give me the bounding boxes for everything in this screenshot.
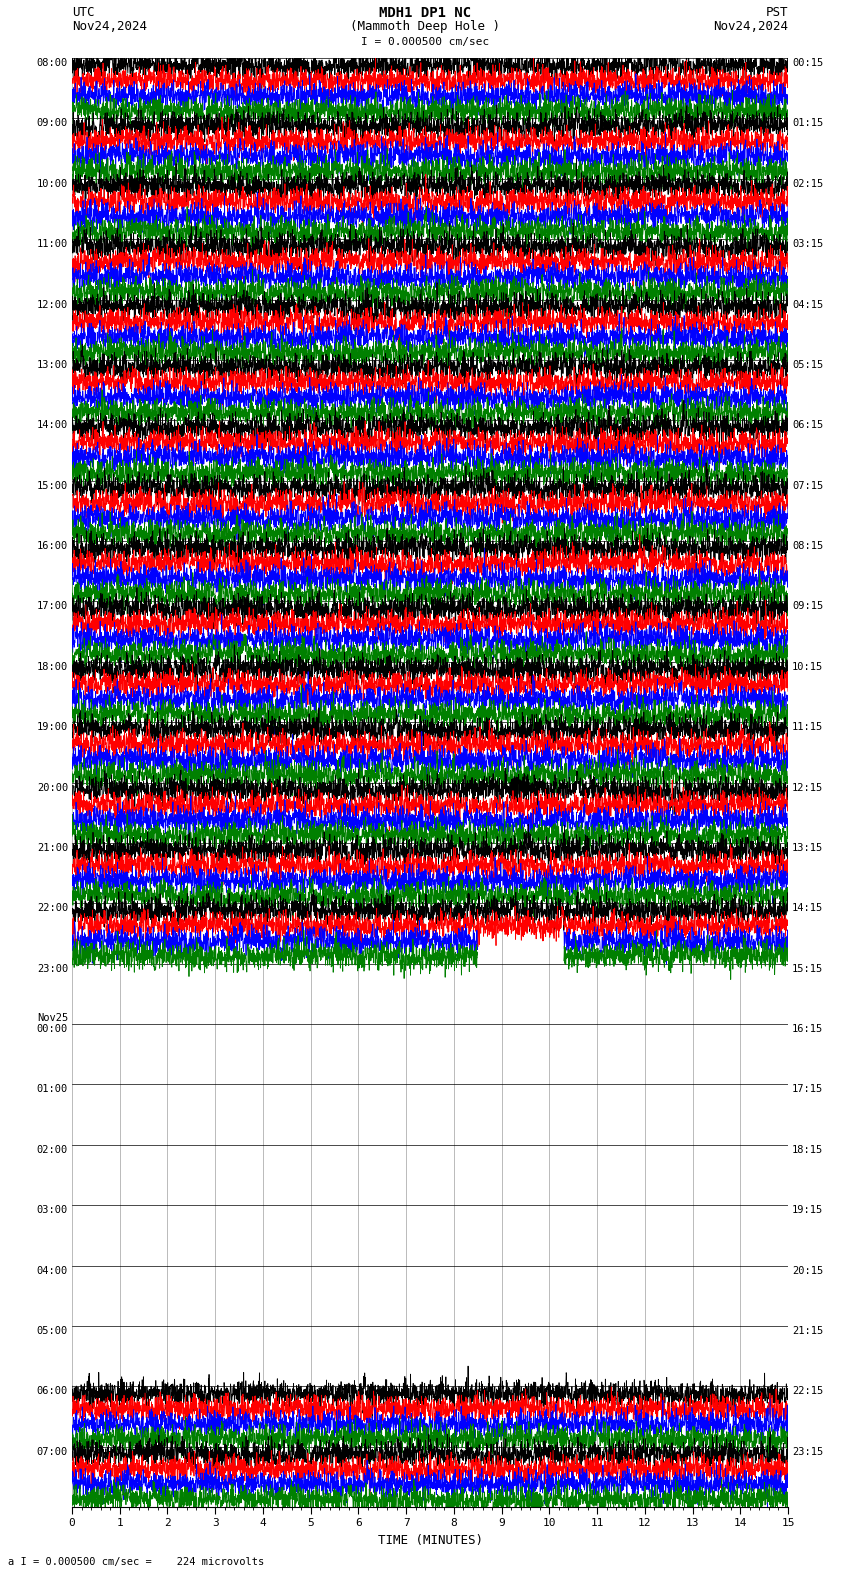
Text: 06:00: 06:00: [37, 1386, 68, 1396]
Text: 05:00: 05:00: [37, 1326, 68, 1335]
Text: 00:15: 00:15: [792, 59, 824, 68]
Text: 23:15: 23:15: [792, 1446, 824, 1457]
Text: 16:00: 16:00: [37, 542, 68, 551]
Text: 08:15: 08:15: [792, 542, 824, 551]
Text: 14:00: 14:00: [37, 420, 68, 431]
Text: 17:00: 17:00: [37, 602, 68, 611]
Text: 09:15: 09:15: [792, 602, 824, 611]
Text: 02:15: 02:15: [792, 179, 824, 188]
Text: 05:15: 05:15: [792, 360, 824, 371]
Text: 21:00: 21:00: [37, 843, 68, 852]
Text: 11:15: 11:15: [792, 722, 824, 732]
Text: a I = 0.000500 cm/sec =    224 microvolts: a I = 0.000500 cm/sec = 224 microvolts: [8, 1557, 264, 1567]
Text: 03:00: 03:00: [37, 1205, 68, 1215]
Text: 07:00: 07:00: [37, 1446, 68, 1457]
Text: 04:00: 04:00: [37, 1266, 68, 1275]
Text: 10:15: 10:15: [792, 662, 824, 672]
Text: 10:00: 10:00: [37, 179, 68, 188]
Text: 18:00: 18:00: [37, 662, 68, 672]
Text: 20:15: 20:15: [792, 1266, 824, 1275]
Text: 04:15: 04:15: [792, 299, 824, 309]
Text: 15:00: 15:00: [37, 480, 68, 491]
Text: 14:15: 14:15: [792, 903, 824, 914]
Text: MDH1 DP1 NC: MDH1 DP1 NC: [379, 6, 471, 21]
Text: 07:15: 07:15: [792, 480, 824, 491]
Text: 11:00: 11:00: [37, 239, 68, 249]
Text: 00:00: 00:00: [37, 1023, 68, 1034]
Text: Nov25: Nov25: [37, 1014, 68, 1023]
Text: 06:15: 06:15: [792, 420, 824, 431]
Text: 22:15: 22:15: [792, 1386, 824, 1396]
Text: 15:15: 15:15: [792, 963, 824, 974]
Text: 23:00: 23:00: [37, 963, 68, 974]
Text: 13:00: 13:00: [37, 360, 68, 371]
Text: Nov24,2024: Nov24,2024: [713, 21, 788, 33]
Text: 19:00: 19:00: [37, 722, 68, 732]
Text: 17:15: 17:15: [792, 1085, 824, 1095]
Text: 21:15: 21:15: [792, 1326, 824, 1335]
Text: 01:00: 01:00: [37, 1085, 68, 1095]
Text: 09:00: 09:00: [37, 119, 68, 128]
Text: 01:15: 01:15: [792, 119, 824, 128]
Text: UTC: UTC: [72, 6, 94, 19]
Text: 20:00: 20:00: [37, 782, 68, 792]
Text: 13:15: 13:15: [792, 843, 824, 852]
Text: 16:15: 16:15: [792, 1023, 824, 1034]
Text: (Mammoth Deep Hole ): (Mammoth Deep Hole ): [350, 21, 500, 33]
Text: 19:15: 19:15: [792, 1205, 824, 1215]
Text: I = 0.000500 cm/sec: I = 0.000500 cm/sec: [361, 36, 489, 48]
Text: 03:15: 03:15: [792, 239, 824, 249]
Text: 18:15: 18:15: [792, 1145, 824, 1155]
Text: 12:15: 12:15: [792, 782, 824, 792]
Text: 08:00: 08:00: [37, 59, 68, 68]
Text: 02:00: 02:00: [37, 1145, 68, 1155]
Text: 22:00: 22:00: [37, 903, 68, 914]
Text: 12:00: 12:00: [37, 299, 68, 309]
X-axis label: TIME (MINUTES): TIME (MINUTES): [377, 1533, 483, 1546]
Text: Nov24,2024: Nov24,2024: [72, 21, 147, 33]
Text: PST: PST: [766, 6, 788, 19]
